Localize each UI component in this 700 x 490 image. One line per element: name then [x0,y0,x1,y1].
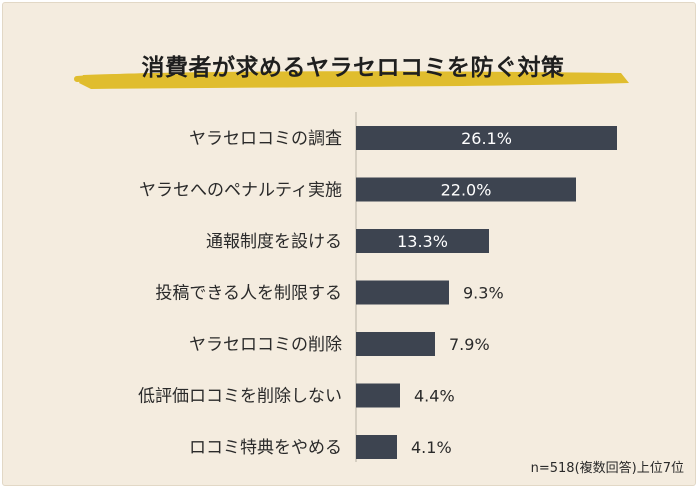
bar-value-label: 4.1% [411,438,452,457]
category-label: 低評価ロコミを削除しない [138,387,342,407]
category-label: ヤラセへのペナルティ実施 [139,181,342,201]
category-label: ヤラセロコミの削除 [189,335,342,355]
bar [356,177,576,202]
bar-value-label: 22.0% [441,181,492,200]
category-label: ヤラセロコミの調査 [189,129,342,149]
title-block: 消費者が求めるヤラセロコミを防ぐ対策 [73,45,633,95]
sample-note: n=518(複数回答)上位7位 [530,461,684,476]
bar-value-label: 13.3% [397,232,448,251]
bar-value-label: 7.9% [449,335,490,354]
category-label: 通報制度を設ける [206,232,342,252]
chart-title: 消費者が求めるヤラセロコミを防ぐ対策 [141,55,565,81]
bar [356,229,489,253]
bar [356,383,400,408]
bar-value-label: 26.1% [461,129,512,148]
bar [356,126,617,150]
bar [356,280,449,305]
title-highlight-stroke [74,71,629,89]
bar-value-label: 4.4% [414,387,455,406]
bar [356,435,397,459]
category-label: ロコミ特典をやめる [189,438,342,458]
bar [356,332,435,356]
bar-value-label: 9.3% [463,284,504,303]
category-label: 投稿できる人を制限する [155,284,342,304]
chart-card: 消費者が求めるヤラセロコミを防ぐ対策 [2,2,696,486]
